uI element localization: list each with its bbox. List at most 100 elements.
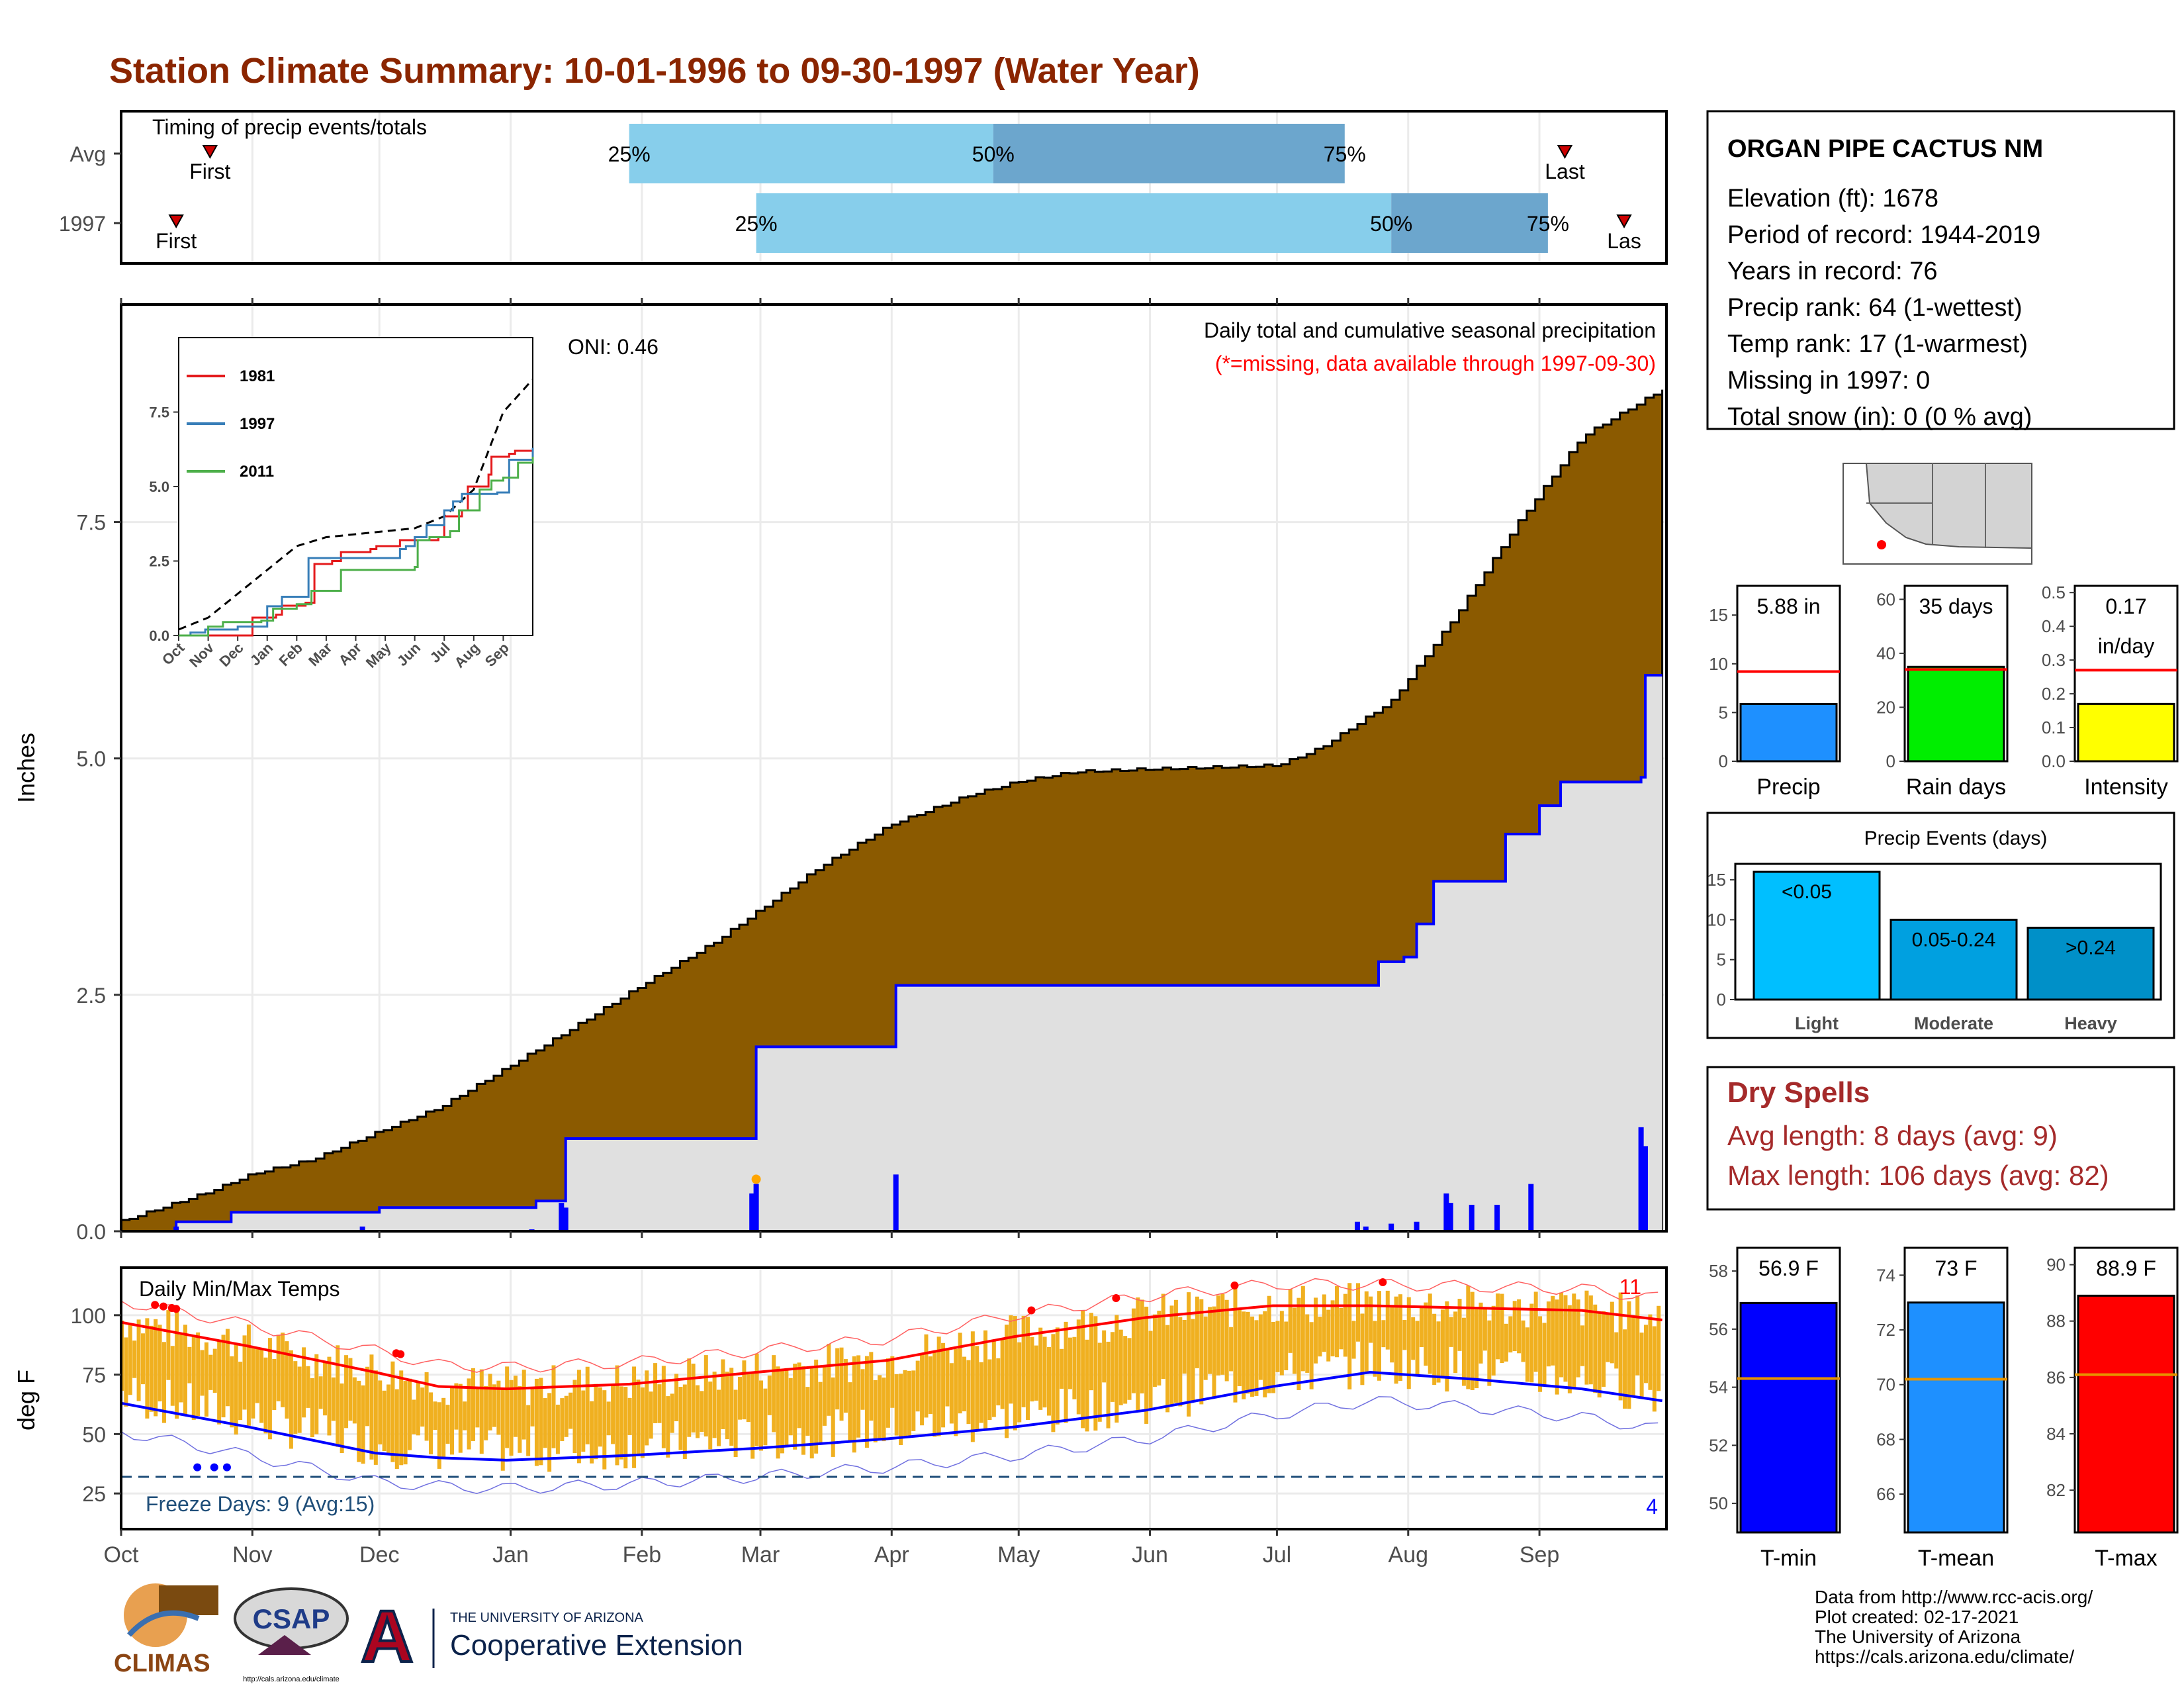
daily-temp-bar [623, 1387, 628, 1469]
record-high-marker [159, 1302, 167, 1311]
daily-temp-bar [488, 1374, 492, 1430]
daily-temp-bar [572, 1380, 577, 1454]
daily-temp-bar [1635, 1295, 1640, 1376]
daily-temp-bar [1072, 1336, 1077, 1399]
daily-temp-bar [1602, 1311, 1606, 1387]
daily-temp-bar [1300, 1286, 1305, 1372]
summary-ytick-label: 20 [1876, 697, 1895, 717]
daily-temp-bar [1250, 1316, 1255, 1397]
daily-temp-bar [886, 1358, 890, 1428]
daily-temp-bar [962, 1356, 967, 1412]
daily-temp-bar [1263, 1311, 1267, 1397]
inset-month-label: Feb [276, 639, 306, 669]
daily-temp-bar [640, 1387, 645, 1458]
record-low-marker [193, 1463, 202, 1472]
summary-ytick-label: 50 [1709, 1493, 1728, 1513]
daily-temp-bar [576, 1370, 581, 1464]
daily-temp-bar [1005, 1325, 1009, 1438]
summary-bar [1739, 702, 1838, 763]
daily-temp-bar [827, 1344, 831, 1416]
summary-bar-label: T-min [1760, 1546, 1817, 1571]
daily-temp-bar [1068, 1337, 1072, 1389]
daily-temp-bar [733, 1389, 738, 1458]
daily-temp-bar [348, 1358, 353, 1421]
daily-temp-bar [1457, 1299, 1462, 1351]
daily-temp-bar [1542, 1323, 1547, 1386]
summary-ytick-label: 0 [1719, 751, 1728, 771]
daily-temp-bar [1606, 1312, 1610, 1362]
daily-temp-bar [1305, 1314, 1310, 1373]
daily-precip-bar [1414, 1221, 1420, 1231]
precip-title: Daily total and cumulative seasonal prec… [1204, 318, 1656, 342]
events-bar-label: 0.05-0.24 [1912, 929, 1996, 951]
daily-temp-bar [746, 1373, 751, 1423]
daily-temp-bar [1064, 1321, 1068, 1423]
daily-temp-bar [788, 1378, 793, 1436]
daily-temp-bar [970, 1331, 975, 1442]
daily-temp-bar [221, 1335, 226, 1418]
inset-series-line [179, 457, 534, 637]
daily-temp-bar [170, 1346, 175, 1406]
daily-temp-bar [780, 1369, 784, 1454]
daily-temp-bar [509, 1380, 514, 1456]
temp-summary-bars: 50 52 54 56 58 56.9 F T-min 66 68 70 72 74 73 F T-mea… [1709, 1246, 2179, 1571]
record-high-marker [396, 1350, 405, 1358]
daily-temp-bar [1118, 1329, 1123, 1405]
timing-label: Timing of precip events/totals [152, 115, 427, 139]
daily-temp-bar [1216, 1295, 1220, 1376]
daily-temp-bar [958, 1333, 962, 1414]
daily-temp-bar [860, 1369, 865, 1410]
daily-temp-bar [1203, 1316, 1208, 1380]
daily-temp-bar [1055, 1327, 1060, 1425]
daily-temp-bar [772, 1355, 776, 1432]
daily-temp-bar [1060, 1348, 1064, 1389]
summary-ytick-label: 5 [1719, 702, 1728, 722]
daily-temp-bar [526, 1405, 531, 1456]
daily-temp-bar [1237, 1308, 1242, 1387]
summary-ytick-label: 68 [1876, 1429, 1895, 1449]
daily-temp-bar [627, 1397, 632, 1435]
daily-temp-bar [161, 1342, 166, 1423]
daily-temp-bar [420, 1387, 425, 1427]
daily-temp-bar [1161, 1293, 1165, 1380]
daily-temp-bar [1424, 1302, 1428, 1366]
daily-temp-bar [818, 1382, 823, 1444]
daily-temp-bar [729, 1368, 734, 1446]
daily-temp-bar [1588, 1295, 1593, 1385]
summary-ytick-label: 66 [1876, 1484, 1895, 1504]
record-high-marker [151, 1301, 159, 1309]
freeze-days-label: Freeze Days: 9 (Avg:15) [146, 1492, 375, 1516]
daily-temp-bar [805, 1387, 810, 1436]
daily-temp-bar [314, 1354, 319, 1434]
daily-temp-bar [1246, 1311, 1250, 1394]
daily-temp-bar [1144, 1306, 1149, 1424]
daily-temp-bar [758, 1380, 763, 1451]
timing-marker-label: Las [1607, 229, 1641, 253]
summary-ytick-label: 82 [2046, 1480, 2066, 1500]
summary-ytick-label: 0.5 [2042, 583, 2066, 602]
daily-precip-bar [359, 1226, 365, 1231]
inset-ytick-label: 2.5 [149, 553, 169, 570]
summary-ytick-label: 90 [2046, 1255, 2066, 1275]
daily-temp-bar [323, 1361, 328, 1416]
daily-temp-bar [1364, 1291, 1369, 1374]
daily-temp-bar [1627, 1301, 1631, 1409]
daily-temp-bar [987, 1359, 992, 1421]
daily-temp-bar [1097, 1342, 1102, 1422]
daily-temp-bar [1453, 1311, 1458, 1374]
daily-temp-bar [505, 1366, 510, 1448]
daily-temp-bar [1521, 1320, 1525, 1362]
daily-temp-bar [594, 1383, 598, 1460]
summary-ytick-label: 88 [2046, 1311, 2066, 1331]
daily-temp-bar [979, 1362, 983, 1423]
daily-temp-bar [1466, 1285, 1471, 1389]
daily-max-marker [751, 1174, 761, 1184]
daily-temp-bar [1318, 1316, 1322, 1357]
precip-subtitle: (*=missing, data available through 1997-… [1215, 352, 1656, 375]
station-elevation: Elevation (ft): 1678 [1727, 185, 1938, 212]
daily-temp-bar [484, 1385, 488, 1440]
daily-temp-bar [1347, 1283, 1352, 1389]
daily-temp-bar [1631, 1315, 1635, 1397]
daily-temp-bar [289, 1350, 293, 1449]
